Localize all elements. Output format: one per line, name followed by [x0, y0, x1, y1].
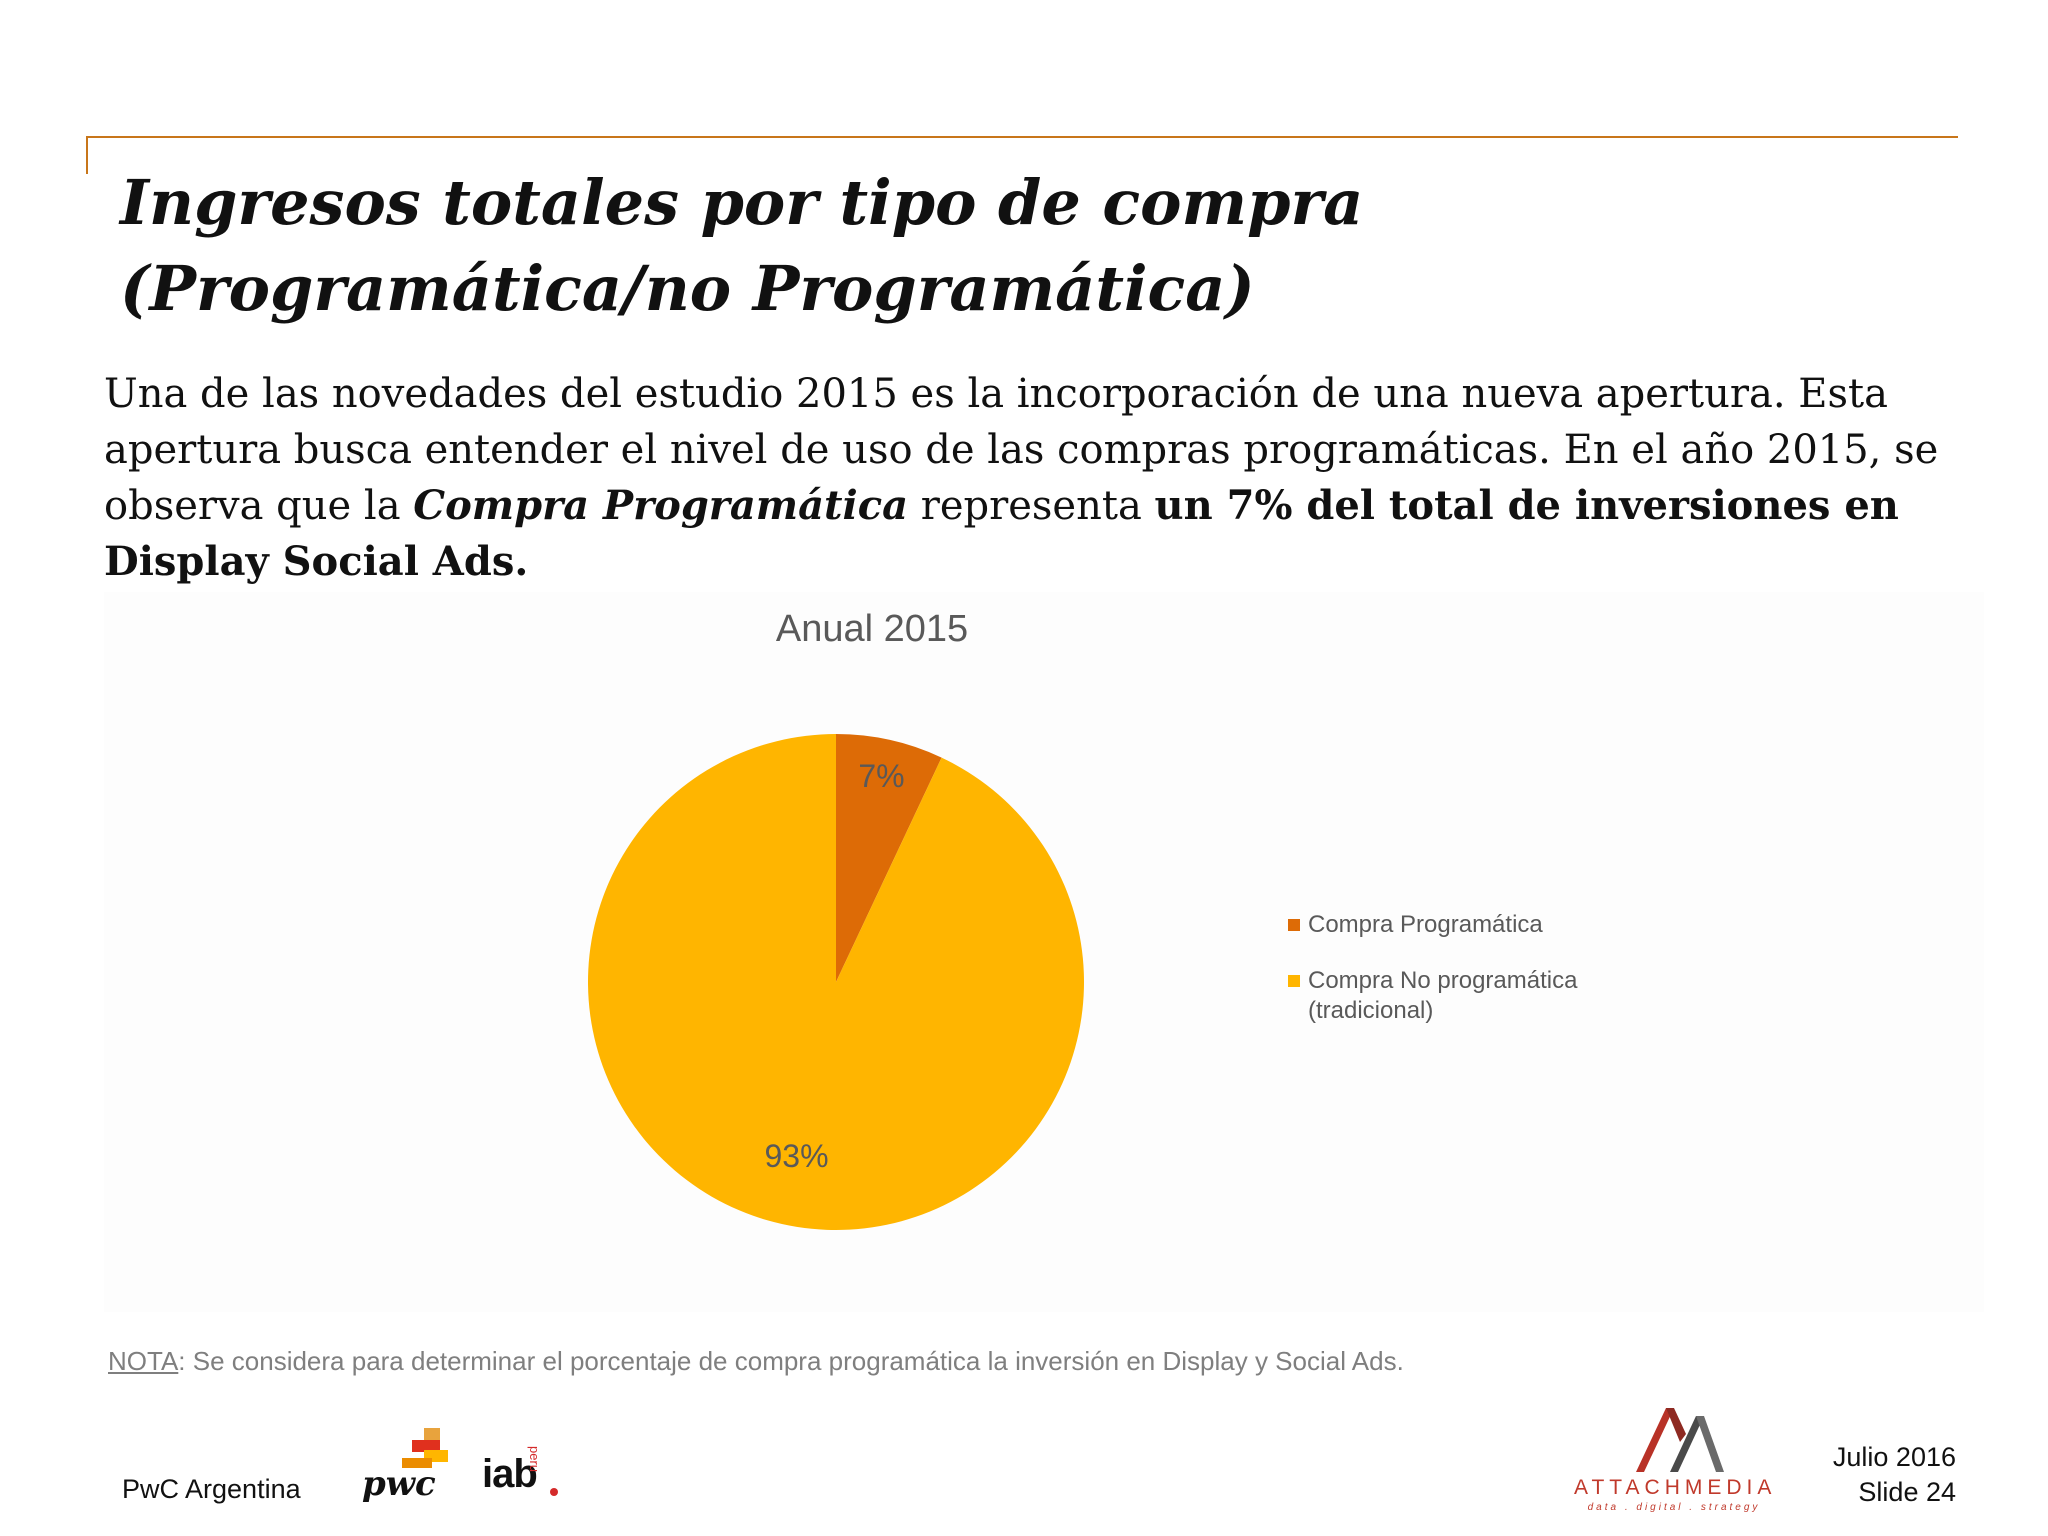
pie-data-label-2: 93% — [764, 1138, 828, 1174]
iab-logo-text: iab — [482, 1452, 538, 1496]
pwc-logo: pwc — [362, 1428, 462, 1504]
pie-data-label-1: 7% — [858, 758, 904, 794]
pwc-logo-block — [424, 1428, 440, 1442]
slide-frame-left — [86, 136, 88, 174]
body-emphasis-bold: un 7% del total de inversiones en Displa… — [104, 482, 1899, 585]
footer-date: Julio 2016 — [1832, 1442, 1956, 1472]
legend-swatch — [1288, 919, 1300, 931]
note-label: NOTA — [108, 1346, 179, 1376]
pie-slice-2 — [587, 734, 1084, 1230]
pie-slice-1 — [836, 734, 942, 982]
attachmedia-logo-text: ATTACHMEDIA — [1574, 1476, 1777, 1499]
attachmedia-logo-tagline: data . digital . strategy — [1587, 1502, 1761, 1513]
slide-title: Ingresos totales por tipo de compra (Pro… — [120, 160, 1920, 332]
footer-slide-number: Slide 24 — [1858, 1477, 1956, 1507]
iab-logo: iab peru — [482, 1446, 572, 1502]
pwc-logo-text: pwc — [362, 1464, 436, 1504]
attachmedia-logo-mark — [1636, 1408, 1724, 1472]
chart-title: Anual 2015 — [775, 608, 969, 650]
attachmedia-logo: ATTACHMEDIA data . digital . strategy — [1574, 1402, 1777, 1513]
legend-label: Compra No programática (tradicional) — [1308, 967, 1578, 1024]
slide-frame-top — [86, 136, 1958, 138]
slide-title-line-2: (Programática/no Programática) — [120, 252, 1255, 325]
slide-title-line-1: Ingresos totales por tipo de compra — [120, 166, 1364, 239]
note-text: : Se considera para determinar el porcen… — [178, 1346, 1404, 1376]
body-emphasis-italic: Compra Programática — [413, 482, 908, 529]
note: NOTA: Se considera para determinar el po… — [108, 1346, 1908, 1377]
iab-logo-sub: peru — [527, 1446, 542, 1473]
legend-item-1: Compra Programática — [1288, 910, 1688, 940]
legend-label: Compra Programática — [1308, 911, 1543, 938]
pwc-logo-block — [402, 1458, 432, 1468]
footer-right: Julio 2016 Slide 24 — [1833, 1440, 1956, 1510]
pwc-logo-block — [412, 1440, 440, 1452]
footer-organization: PwC Argentina — [122, 1474, 301, 1504]
body-text-part-2: representa — [908, 483, 1155, 529]
slide-body-text: Una de las novedades del estudio 2015 es… — [104, 366, 1984, 590]
chart-legend: Compra Programática Compra No programátic… — [1288, 910, 1688, 1052]
body-text-part-1: Una de las novedades del estudio 2015 es… — [104, 371, 1939, 529]
iab-logo-dot — [550, 1488, 558, 1496]
legend-swatch — [1288, 975, 1300, 987]
legend-item-2: Compra No programática (tradicional) — [1288, 966, 1688, 1026]
